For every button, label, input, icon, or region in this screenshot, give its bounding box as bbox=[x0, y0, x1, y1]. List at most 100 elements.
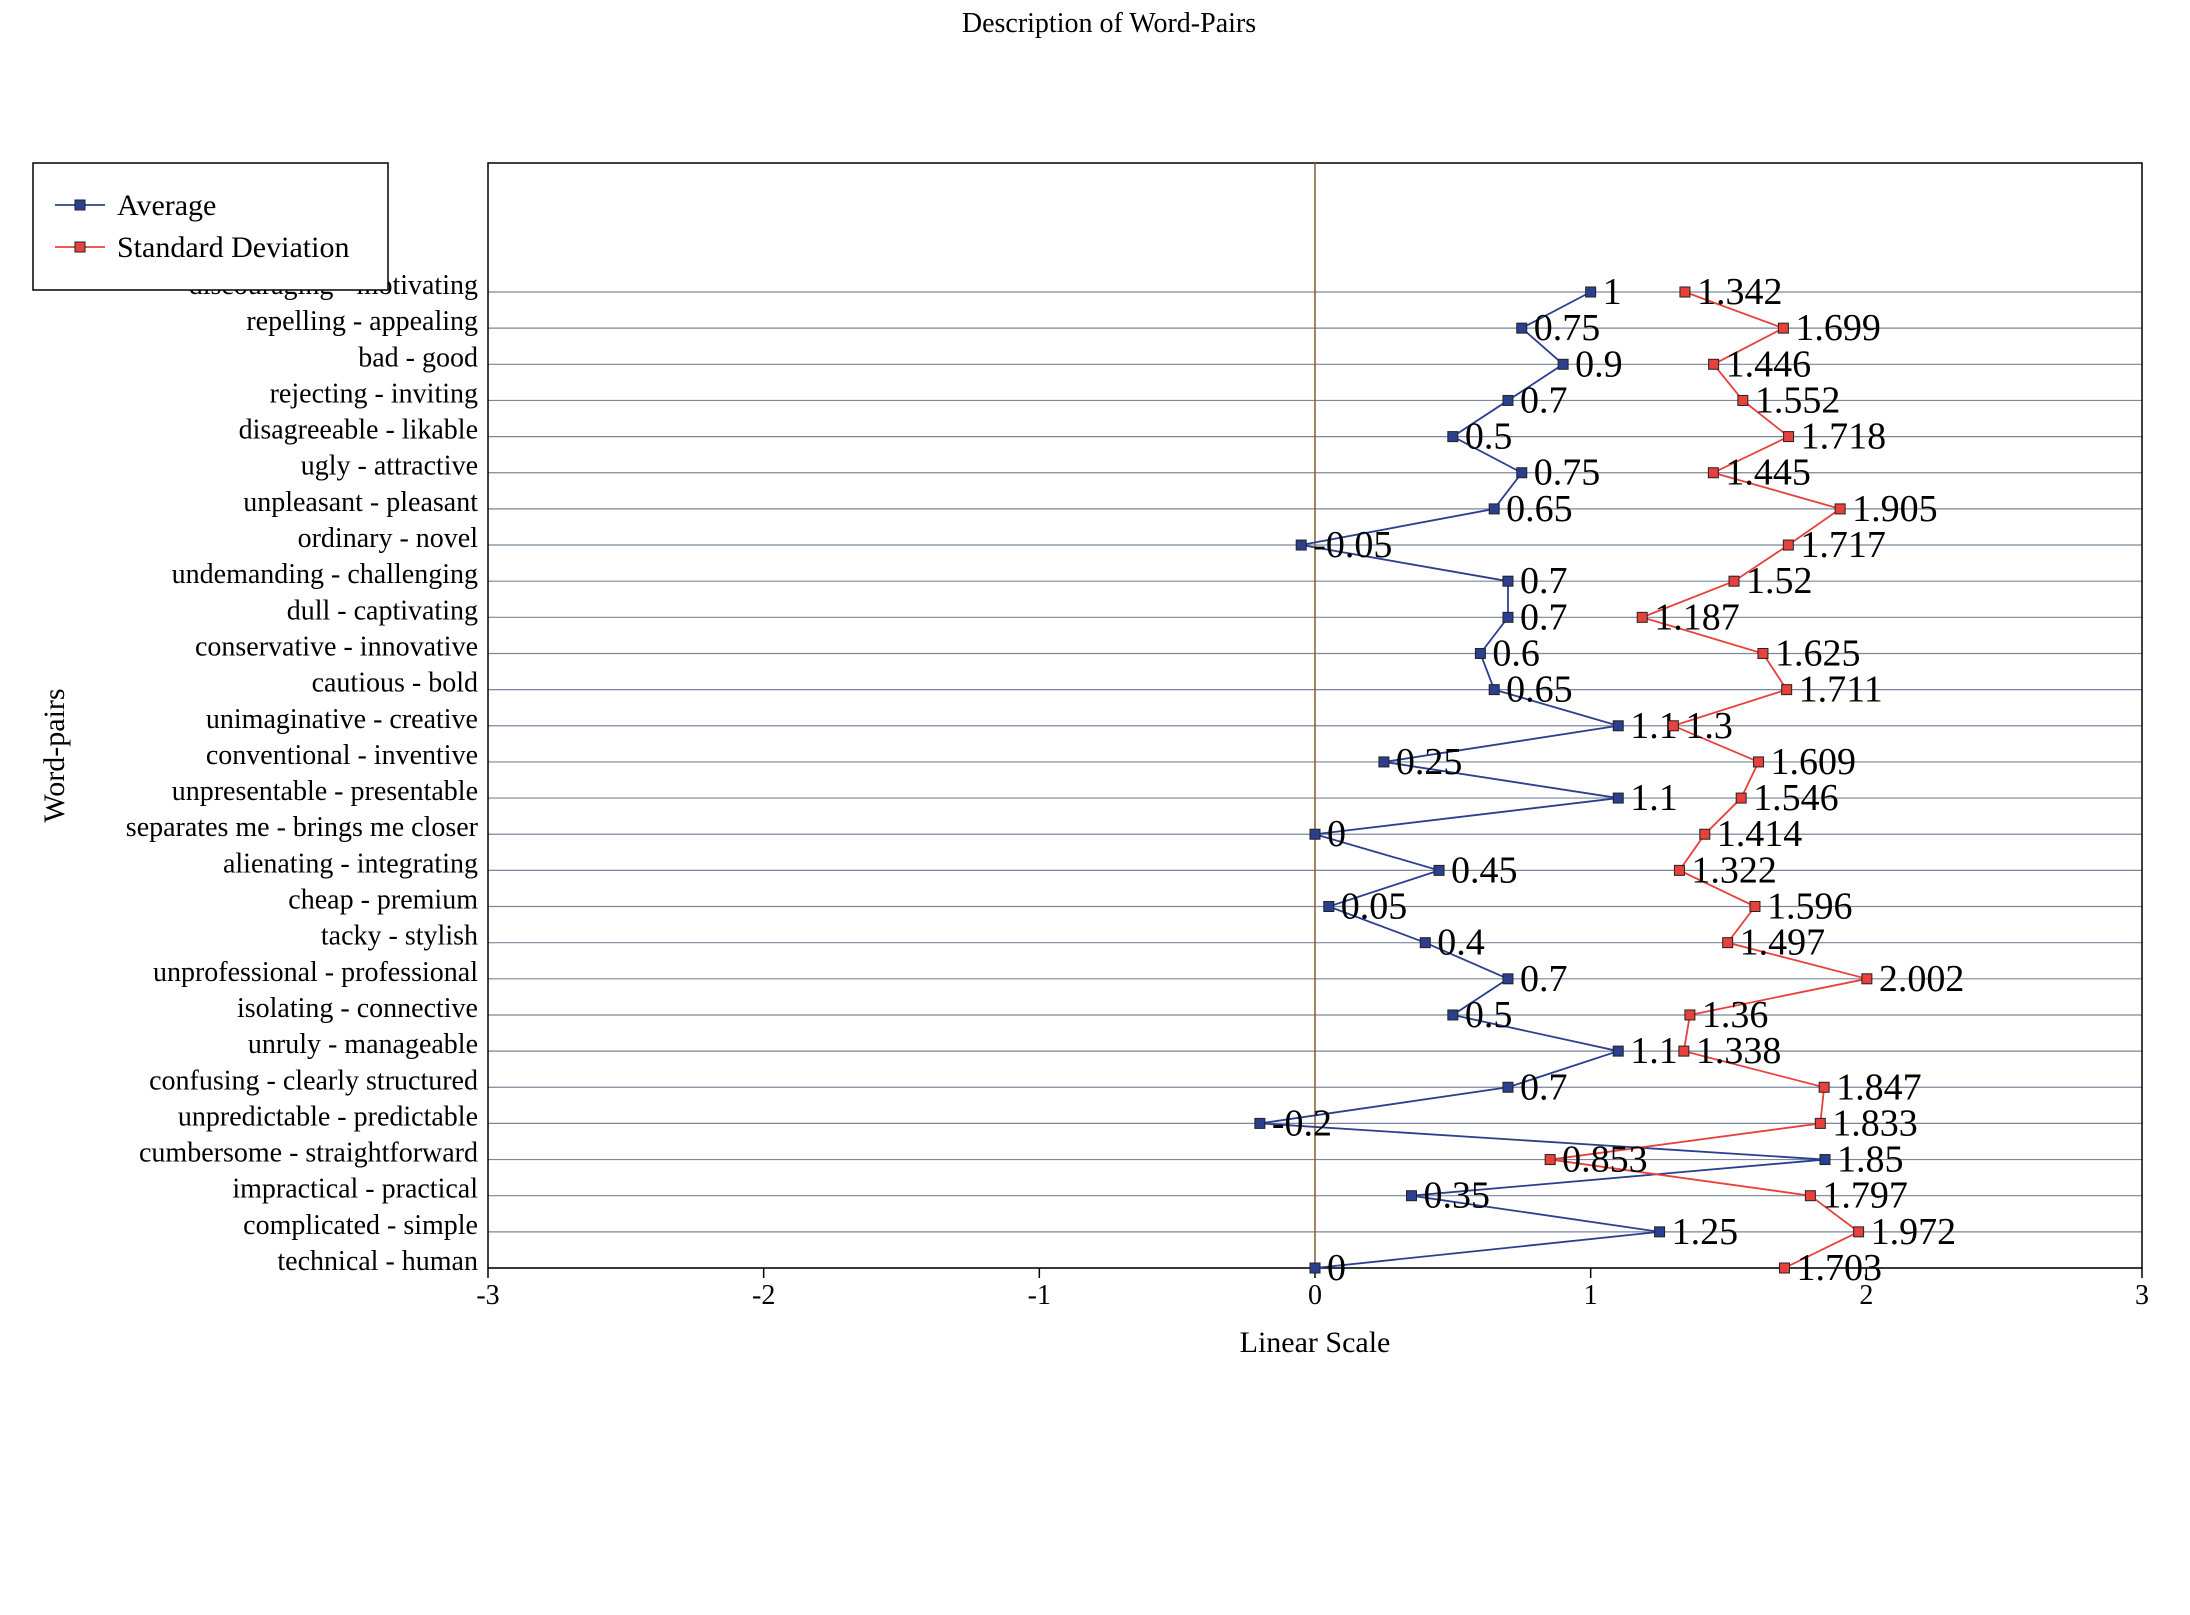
data-point bbox=[1585, 286, 1597, 298]
category-label: unpleasant - pleasant bbox=[243, 487, 478, 518]
data-label: 1.414 bbox=[1717, 813, 1803, 855]
data-point bbox=[1502, 973, 1514, 985]
data-label: 1.905 bbox=[1852, 488, 1938, 530]
data-label: 1.85 bbox=[1837, 1139, 1904, 1181]
x-tick-label: 3 bbox=[2135, 1280, 2149, 1311]
data-label: 0.35 bbox=[1423, 1175, 1490, 1217]
chart-title: Description of Word-Pairs bbox=[962, 8, 1256, 39]
data-point bbox=[1612, 1045, 1624, 1057]
category-label: tacky - stylish bbox=[321, 921, 478, 952]
x-tick-label: -2 bbox=[752, 1280, 775, 1311]
data-point bbox=[1516, 467, 1528, 479]
data-point bbox=[1737, 394, 1749, 406]
data-label: 1.552 bbox=[1755, 379, 1841, 421]
data-label: 1.596 bbox=[1767, 886, 1853, 928]
data-label: 0.75 bbox=[1534, 452, 1601, 494]
data-label: 1.717 bbox=[1800, 524, 1886, 566]
category-label: unpredictable - predictable bbox=[178, 1101, 478, 1132]
legend-label: Average bbox=[117, 189, 216, 222]
data-label: 0.7 bbox=[1520, 560, 1568, 602]
data-label: 1.833 bbox=[1832, 1102, 1918, 1144]
data-label: 0.5 bbox=[1465, 994, 1513, 1036]
data-point bbox=[1516, 322, 1528, 334]
data-point bbox=[1447, 1009, 1459, 1021]
data-point bbox=[1447, 431, 1459, 443]
category-label: disagreeable - likable bbox=[239, 415, 478, 446]
data-label: 1.847 bbox=[1836, 1066, 1922, 1108]
category-label: cheap - premium bbox=[288, 885, 478, 916]
data-point bbox=[1782, 539, 1794, 551]
data-point bbox=[1405, 1190, 1417, 1202]
data-point bbox=[1819, 1154, 1831, 1166]
data-label: 0.5 bbox=[1465, 416, 1513, 458]
category-label: isolating - connective bbox=[237, 993, 478, 1024]
data-point bbox=[1804, 1190, 1816, 1202]
category-label: alienating - integrating bbox=[223, 848, 478, 879]
data-label: 2.002 bbox=[1879, 958, 1965, 1000]
legend: Average Standard Deviation bbox=[32, 162, 389, 291]
data-point bbox=[1488, 684, 1500, 696]
data-point bbox=[1753, 756, 1765, 768]
data-point bbox=[1612, 720, 1624, 732]
data-label: 1.718 bbox=[1801, 416, 1887, 458]
data-label: 1.342 bbox=[1697, 271, 1783, 313]
data-point bbox=[1757, 647, 1769, 659]
category-label: conventional - inventive bbox=[206, 740, 478, 771]
data-label: 1.1 bbox=[1630, 777, 1678, 819]
category-label: ugly - attractive bbox=[301, 451, 478, 482]
data-point bbox=[1783, 431, 1795, 443]
data-label: 1.797 bbox=[1822, 1175, 1908, 1217]
series-layer: 10.750.90.70.50.750.65-0.050.70.70.60.65… bbox=[1254, 271, 1965, 1289]
data-label: 0 bbox=[1327, 1247, 1346, 1289]
data-point bbox=[1679, 286, 1691, 298]
data-label: 0.7 bbox=[1520, 596, 1568, 638]
data-point bbox=[1781, 684, 1793, 696]
data-label: 0.45 bbox=[1451, 849, 1518, 891]
x-tick-label: 2 bbox=[1859, 1280, 1873, 1311]
data-point bbox=[1735, 792, 1747, 804]
legend-marker bbox=[74, 199, 86, 211]
category-label: unprofessional - professional bbox=[153, 957, 478, 988]
data-label: 1.36 bbox=[1702, 994, 1769, 1036]
data-label: 1.546 bbox=[1753, 777, 1839, 819]
data-label: 0.25 bbox=[1396, 741, 1463, 783]
data-point bbox=[1502, 1081, 1514, 1093]
data-label: 1 bbox=[1603, 271, 1622, 313]
data-point bbox=[1254, 1117, 1266, 1129]
data-point bbox=[1853, 1226, 1865, 1238]
data-label: 1.497 bbox=[1740, 922, 1826, 964]
data-label: 1.625 bbox=[1775, 632, 1861, 674]
data-label: 1.25 bbox=[1672, 1211, 1739, 1253]
data-point bbox=[1295, 539, 1307, 551]
data-label: 0.4 bbox=[1437, 922, 1485, 964]
data-point bbox=[1707, 467, 1719, 479]
category-label: technical - human bbox=[277, 1246, 478, 1277]
data-label: 1.699 bbox=[1795, 307, 1881, 349]
data-label: 1.187 bbox=[1654, 596, 1740, 638]
category-label: conservative - innovative bbox=[195, 631, 478, 662]
x-axis-title: Linear Scale bbox=[1240, 1326, 1391, 1359]
data-label: 1.1 bbox=[1630, 1030, 1678, 1072]
data-label: 0.05 bbox=[1341, 886, 1408, 928]
data-point bbox=[1684, 1009, 1696, 1021]
data-label: 1.52 bbox=[1746, 560, 1813, 602]
data-point bbox=[1474, 647, 1486, 659]
data-point bbox=[1488, 503, 1500, 515]
data-point bbox=[1433, 864, 1445, 876]
data-label: 0.65 bbox=[1506, 488, 1573, 530]
data-point bbox=[1309, 1262, 1321, 1274]
series-line bbox=[1550, 291, 1868, 1269]
data-label: 0.7 bbox=[1520, 379, 1568, 421]
data-point bbox=[1778, 1262, 1790, 1274]
category-label: unpresentable - presentable bbox=[172, 776, 478, 807]
data-label: 0.9 bbox=[1575, 343, 1623, 385]
x-tick-label: -1 bbox=[1028, 1280, 1051, 1311]
data-point bbox=[1861, 973, 1873, 985]
series-average: 10.750.90.70.50.750.65-0.050.70.70.60.65… bbox=[1254, 271, 1904, 1289]
y-axis-title: Word-pairs bbox=[38, 688, 71, 822]
data-point bbox=[1777, 322, 1789, 334]
data-point bbox=[1502, 394, 1514, 406]
